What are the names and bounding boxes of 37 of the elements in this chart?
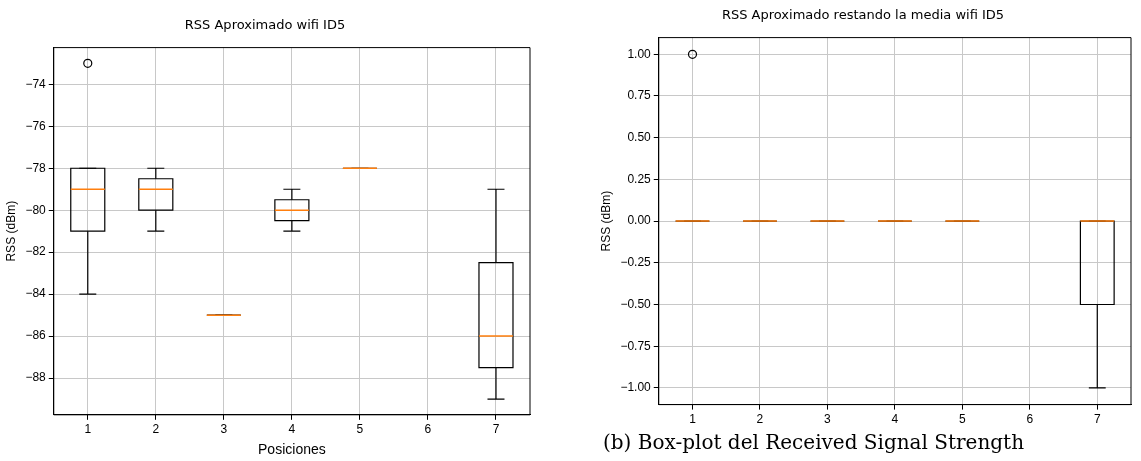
y-tick-label: 0.25	[627, 171, 652, 186]
x-tick-label: 2	[756, 412, 764, 427]
y-axis-title: RSS (dBm)	[598, 190, 613, 252]
y-tick-label: −80	[25, 202, 47, 217]
x-tick-label: 2	[152, 422, 160, 437]
x-tick-label: 5	[356, 422, 364, 437]
x-tick-label: 1	[84, 422, 92, 437]
x-tick-label: 1	[689, 412, 697, 427]
y-tick-label: −0.50	[620, 296, 652, 311]
y-tick-label: −86	[25, 328, 47, 343]
x-tick-label: 7	[1093, 412, 1101, 427]
y-tick-label: −76	[25, 118, 47, 133]
x-tick-label: 3	[824, 412, 832, 427]
y-tick-label: −0.75	[620, 338, 652, 353]
chart-title: RSS Aproximado restando la media wifi ID5	[721, 7, 1005, 23]
x-tick-label: 6	[1026, 412, 1034, 427]
y-tick-label: −88	[25, 370, 47, 385]
y-tick-label: −0.25	[620, 255, 652, 270]
chart-title: RSS Aproximado wifi ID5	[184, 17, 346, 33]
x-tick-label: 4	[288, 422, 296, 437]
y-tick-label: 0.50	[627, 130, 652, 144]
x-tick-label: 7	[492, 422, 500, 437]
y-tick-label: −84	[25, 286, 47, 301]
y-tick-label: −82	[25, 244, 47, 259]
y-tick-label: 0.00	[627, 213, 652, 228]
x-tick-label: 6	[424, 422, 432, 437]
y-axis-title: RSS (dBm)	[3, 200, 18, 262]
x-tick-label: 5	[959, 412, 966, 427]
y-tick-label: −78	[25, 160, 47, 175]
x-axis-title: Posiciones	[258, 441, 326, 458]
text: (b) Box-plot del Received Signal Strength	[603, 430, 1025, 454]
y-tick-label: −74	[25, 76, 47, 91]
x-tick-label: 3	[220, 422, 228, 437]
y-tick-label: 0.75	[627, 88, 652, 103]
y-tick-label: −1.00	[620, 380, 652, 395]
y-tick-label: 1.00	[627, 46, 652, 61]
x-tick-label: 4	[891, 412, 899, 427]
